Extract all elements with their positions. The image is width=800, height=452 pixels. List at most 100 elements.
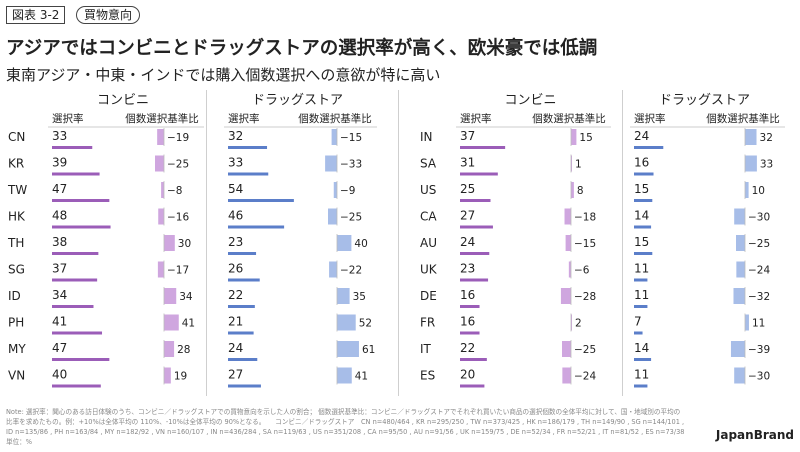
footnote: Note: 選択率：聞心のある訪日体験のうち、コンビニ／ドラッグストアでの買物意… bbox=[6, 408, 705, 446]
rate-value-label: 16 bbox=[460, 288, 475, 302]
index-value-label: −39 bbox=[748, 344, 770, 356]
rate-bar bbox=[634, 252, 653, 255]
index-value-label: 15 bbox=[579, 132, 592, 144]
rate-bar bbox=[52, 146, 93, 149]
index-column-header: 個数選択基準比 bbox=[125, 112, 199, 125]
rate-value-label: 37 bbox=[52, 262, 67, 276]
rate-value-label: 14 bbox=[634, 209, 649, 223]
index-value-label: −33 bbox=[340, 159, 362, 171]
index-bar bbox=[329, 261, 337, 278]
index-bar bbox=[745, 314, 749, 331]
rate-column-header: 選択率 bbox=[634, 112, 666, 125]
index-bar bbox=[562, 367, 571, 384]
rate-bar bbox=[228, 384, 261, 388]
rate-value-label: 24 bbox=[228, 341, 243, 355]
index-bar bbox=[164, 235, 175, 251]
index-bar bbox=[730, 341, 745, 357]
index-bar bbox=[565, 235, 571, 251]
rate-value-label: 39 bbox=[52, 156, 67, 170]
index-value-label: −25 bbox=[748, 238, 770, 250]
country-label: SA bbox=[420, 157, 437, 171]
index-bar bbox=[158, 208, 164, 225]
rate-value-label: 33 bbox=[52, 129, 67, 143]
country-label: DE bbox=[420, 289, 437, 303]
rate-value-label: 15 bbox=[634, 182, 649, 196]
rate-value-label: 34 bbox=[52, 288, 67, 302]
rate-value-label: 14 bbox=[634, 341, 649, 355]
index-bar bbox=[337, 288, 350, 304]
index-value-label: 32 bbox=[760, 132, 773, 144]
rate-value-label: 54 bbox=[228, 182, 243, 196]
index-bar bbox=[734, 208, 745, 225]
index-value-label: −30 bbox=[748, 212, 770, 224]
page-subtitle: 東南アジア・中東・インドでは購入個数選択への意欲が特に高い bbox=[6, 66, 441, 84]
index-value-label: 2 bbox=[575, 318, 582, 330]
rate-value-label: 22 bbox=[460, 341, 475, 355]
rate-value-label: 27 bbox=[228, 368, 243, 382]
rate-bar bbox=[228, 172, 269, 176]
rate-value-label: 23 bbox=[460, 262, 475, 276]
category-tag: 買物意向 bbox=[76, 6, 141, 24]
rate-value-label: 47 bbox=[52, 341, 67, 355]
index-bar bbox=[333, 182, 337, 198]
rate-column-header: 選択率 bbox=[52, 112, 84, 125]
rate-value-label: 11 bbox=[634, 262, 649, 276]
rate-bar bbox=[460, 358, 487, 361]
rate-value-label: 27 bbox=[460, 209, 475, 223]
rate-bar bbox=[228, 252, 257, 255]
rate-bar bbox=[460, 331, 480, 335]
index-value-label: 33 bbox=[760, 159, 773, 171]
group-title-konbini: コンビニ bbox=[504, 93, 556, 108]
rate-column-header: 選択率 bbox=[228, 112, 260, 125]
country-label: ID bbox=[8, 289, 21, 303]
index-value-label: −15 bbox=[340, 132, 362, 144]
group-title-konbini: コンビニ bbox=[97, 93, 149, 108]
country-label: IT bbox=[420, 342, 432, 356]
index-value-label: −25 bbox=[340, 212, 362, 224]
index-value-label: −22 bbox=[340, 265, 362, 277]
index-bar bbox=[164, 367, 171, 384]
index-bar bbox=[734, 367, 745, 384]
rate-value-label: 16 bbox=[634, 156, 649, 170]
index-bar bbox=[560, 288, 571, 304]
rate-column-header: 選択率 bbox=[460, 112, 492, 125]
group-title-drug: ドラッグストア bbox=[252, 93, 343, 108]
index-value-label: 8 bbox=[577, 185, 584, 197]
rate-bar bbox=[228, 305, 255, 308]
rate-bar bbox=[52, 172, 100, 176]
index-bar bbox=[564, 208, 571, 225]
rate-bar bbox=[460, 172, 498, 176]
rate-bar bbox=[228, 331, 254, 335]
country-label: CN bbox=[8, 130, 25, 144]
index-bar bbox=[571, 182, 574, 198]
index-column-header: 個数選択基準比 bbox=[298, 112, 372, 125]
index-value-label: 35 bbox=[353, 291, 366, 303]
index-value-label: −16 bbox=[167, 212, 189, 224]
country-label: US bbox=[420, 183, 436, 197]
index-value-label: 41 bbox=[182, 318, 195, 330]
rate-bar bbox=[634, 146, 664, 149]
index-bar bbox=[164, 341, 175, 357]
index-value-label: 1 bbox=[575, 159, 582, 171]
index-bar bbox=[331, 129, 337, 145]
index-value-label: −32 bbox=[748, 291, 770, 303]
rate-value-label: 40 bbox=[52, 368, 67, 382]
index-bar bbox=[155, 155, 164, 172]
rate-value-label: 11 bbox=[634, 368, 649, 382]
index-value-label: 30 bbox=[178, 238, 191, 250]
rate-value-label: 16 bbox=[460, 315, 475, 329]
panel-divider-left bbox=[206, 90, 207, 396]
rate-bar bbox=[52, 305, 94, 308]
rate-bar bbox=[460, 305, 480, 308]
index-bar bbox=[337, 367, 352, 384]
index-bar bbox=[157, 261, 164, 278]
rate-bar bbox=[52, 252, 99, 255]
index-value-label: 10 bbox=[752, 185, 765, 197]
index-bar bbox=[568, 261, 571, 278]
index-bar bbox=[745, 182, 749, 198]
country-label: AU bbox=[420, 236, 437, 250]
rate-value-label: 37 bbox=[460, 129, 475, 143]
rate-bar bbox=[460, 225, 493, 229]
rate-value-label: 15 bbox=[634, 235, 649, 249]
